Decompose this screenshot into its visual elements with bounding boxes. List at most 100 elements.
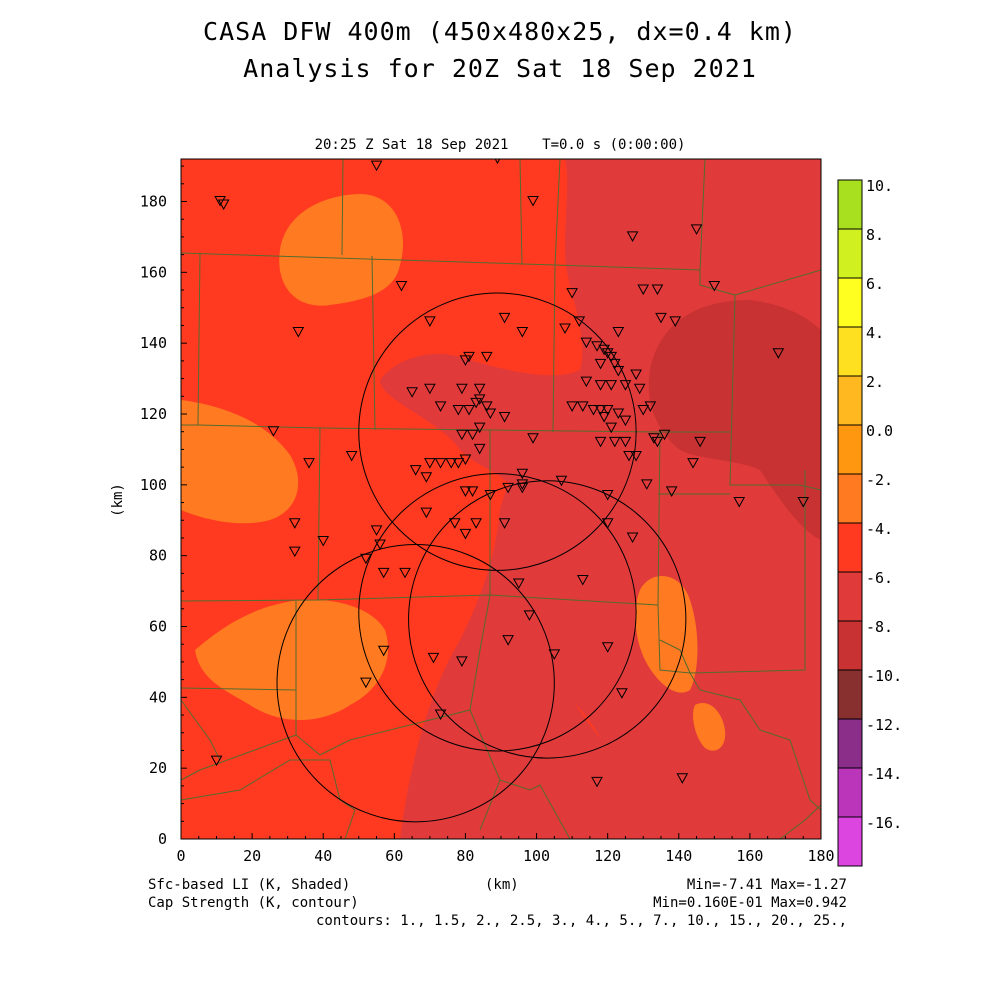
- station-marker: [640, 479, 653, 490]
- station-marker: [303, 458, 315, 469]
- station-marker: [424, 383, 436, 395]
- x-tick-label: 140: [665, 847, 692, 865]
- station-marker: [594, 380, 607, 391]
- station-marker: [619, 436, 632, 448]
- y-tick-label: 80: [149, 547, 167, 565]
- station-marker: [644, 401, 657, 412]
- station-marker: [409, 465, 422, 476]
- station-marker: [633, 383, 646, 395]
- warm-region-east-small: [693, 702, 726, 751]
- y-tick-label: 0: [158, 830, 167, 848]
- colorbar-label: 10.: [866, 177, 893, 195]
- station-marker: [292, 327, 305, 338]
- station-marker: [623, 451, 635, 462]
- y-axis: 0 20 40 60 80 100 120 140 160 180: [140, 165, 187, 848]
- station-marker: [466, 486, 479, 497]
- station-marker: [452, 458, 465, 469]
- x-axis: 0 20 40 60 80 100 120 140 160 180: [176, 833, 835, 865]
- station-marker: [665, 486, 678, 497]
- station-marker: [395, 281, 408, 292]
- station-marker: [648, 433, 660, 444]
- x-tick-label: 60: [385, 847, 403, 865]
- station-marker: [555, 475, 568, 487]
- radar-ring: [358, 473, 637, 752]
- station-marker: [580, 337, 593, 349]
- station-marker: [434, 458, 447, 469]
- radar-range-rings: [276, 292, 687, 823]
- station-marker: [374, 539, 386, 551]
- station-marker: [637, 404, 650, 416]
- title-line-1: CASA DFW 400m (450x480x25, dx=0.4 km): [203, 17, 797, 46]
- station-marker: [566, 288, 578, 299]
- station-marker: [470, 397, 482, 409]
- cooler-region: [648, 300, 821, 540]
- warm-region-east: [635, 576, 698, 693]
- station-marker: [612, 408, 625, 420]
- colorbar-swatch: [837, 424, 863, 475]
- station-marker: [626, 532, 639, 543]
- colorbar-label: -8.: [866, 618, 893, 636]
- footer-contour-field: Cap Strength (K, contour): [148, 895, 359, 911]
- station-marker: [498, 518, 511, 529]
- y-tick-label: 60: [149, 618, 167, 636]
- station-marker: [619, 415, 632, 427]
- station-marker: [480, 351, 493, 363]
- y-tick-label: 140: [140, 334, 167, 352]
- station-marker: [370, 160, 383, 172]
- station-marker: [360, 553, 372, 565]
- station-marker: [559, 323, 571, 335]
- station-marker: [424, 458, 436, 469]
- station-marker: [288, 518, 301, 529]
- station-marker: [452, 404, 465, 416]
- colorbar-label: -2.: [866, 471, 893, 489]
- colorbar-label: -12.: [866, 716, 902, 734]
- station-marker: [473, 394, 486, 405]
- station-marker: [480, 401, 493, 412]
- station-marker: [601, 642, 614, 653]
- station-marker: [601, 404, 614, 416]
- colorbar-swatch: [837, 277, 863, 328]
- station-marker: [772, 348, 785, 359]
- y-tick-label: 180: [140, 193, 167, 211]
- station-marker: [473, 383, 486, 395]
- station-marker: [448, 518, 461, 529]
- station-marker: [676, 773, 689, 784]
- station-marker: [594, 436, 607, 448]
- station-marker: [587, 404, 600, 416]
- colorbar-swatch: [837, 473, 863, 524]
- station-marker: [527, 196, 539, 207]
- station-marker: [498, 312, 511, 324]
- county-boundaries: [181, 159, 821, 839]
- station-marker: [630, 451, 642, 462]
- station-marker: [406, 387, 418, 398]
- footer-li-range: Min=-7.41 Max=-1.27: [686, 877, 847, 893]
- x-tick-label: 120: [594, 847, 621, 865]
- station-marker: [456, 383, 468, 395]
- colorbar-swatch: [837, 375, 863, 426]
- station-marker: [580, 376, 593, 388]
- station-marker: [516, 327, 529, 338]
- radar-ring: [408, 480, 687, 759]
- plot-subtitle: 20:25 Z Sat 18 Sep 2021 T=0.0 s (0:00:00…: [314, 137, 686, 153]
- station-marker: [651, 436, 664, 448]
- colorbar-swatch: [837, 620, 863, 671]
- station-marker: [473, 422, 486, 434]
- station-marker: [619, 380, 632, 391]
- colorbar-label: 4.: [866, 324, 884, 342]
- station-marker: [594, 358, 607, 370]
- station-marker: [360, 677, 372, 689]
- colorbar-swatch: [837, 816, 863, 867]
- station-marker: [420, 507, 433, 519]
- station-marker: [605, 422, 618, 434]
- station-marker: [288, 546, 301, 558]
- station-marker: [267, 426, 280, 437]
- colorbar-swatch: [837, 718, 863, 769]
- station-marker: [445, 458, 458, 469]
- colorbar-swatch: [837, 179, 863, 230]
- station-marker: [527, 433, 539, 444]
- colorbar-label: -10.: [866, 667, 902, 685]
- station-marker: [601, 489, 614, 501]
- colorbar-swatch: [837, 767, 863, 818]
- station-marker: [466, 429, 479, 441]
